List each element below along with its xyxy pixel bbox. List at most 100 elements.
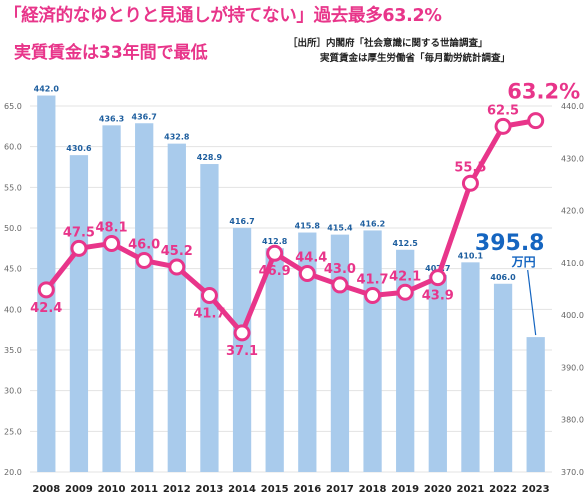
wage-bar-2018: [363, 230, 382, 472]
x-tick-label: 2018: [359, 484, 387, 495]
x-tick-label: 2011: [130, 484, 158, 495]
survey-line-series: [37, 112, 545, 342]
x-tick-label: 2023: [522, 484, 550, 495]
x-tick-label: 2015: [261, 484, 289, 495]
survey-line-label: 45.2: [161, 244, 193, 259]
right-tick-label: 430.0: [561, 154, 584, 163]
wage-callout-leader: [527, 269, 537, 336]
wage-bars: [37, 95, 545, 473]
survey-line-label: 46.9: [259, 264, 291, 279]
survey-point-2009: [70, 239, 88, 257]
survey-point-2015: [266, 244, 284, 262]
survey-line-label: 43.0: [324, 262, 356, 277]
survey-point-2016: [298, 265, 316, 283]
x-tick-label: 2010: [98, 484, 126, 495]
wage-bar-label: 412.5: [393, 239, 419, 248]
survey-line-label: 48.1: [96, 220, 128, 235]
source-note: ［出所］内閣府「社会意識に関する世論調査」 実質賃金は厚生労働省「毎月勤労統計調…: [288, 36, 510, 66]
survey-line-labels: 42.4 47.5 48.146.0 45.2 41.7 37.1 46.9 44.443.0…: [30, 80, 580, 359]
x-axis-ticks: 2008 2009 2010 2011 2012 2013 2014 2015 2016 2017…: [32, 484, 549, 495]
wage-bar-2017: [330, 234, 350, 472]
survey-point-2020: [429, 269, 447, 287]
x-tick-label: 2008: [32, 484, 60, 495]
survey-line: [44, 118, 537, 336]
wage-bar-labels: 442.0 430.6 436.3 436.7 432.8 428.9 416.7 412.8…: [34, 85, 516, 282]
survey-point-2013: [200, 287, 218, 305]
right-tick-label: 440.0: [561, 102, 584, 111]
right-tick-label: 380.0: [561, 416, 584, 425]
wage-bar-2021: [461, 262, 480, 472]
left-tick-label: 65.0: [4, 102, 22, 111]
wage-bar-label: 415.8: [295, 222, 321, 231]
wage-callout-value: 395.8: [475, 231, 545, 256]
survey-line-label: 46.0: [128, 238, 160, 253]
left-tick-label: 20.0: [4, 468, 22, 477]
wage-bar-2011: [135, 123, 154, 473]
wage-bar-2023: [526, 337, 545, 472]
wage-bar-2009: [69, 155, 89, 473]
survey-point-2022: [494, 117, 512, 135]
right-tick-label: 400.0: [561, 311, 584, 320]
wage-bar-label: 412.8: [262, 237, 288, 246]
survey-point-2017: [331, 276, 349, 294]
wage-bar-2010: [102, 125, 121, 473]
x-tick-label: 2021: [457, 484, 485, 495]
right-tick-label: 420.0: [561, 207, 584, 216]
callouts: 395.8万円: [475, 231, 545, 336]
survey-line-label: 44.4: [295, 251, 327, 266]
wage-bar-2019: [396, 249, 415, 472]
left-tick-label: 45.0: [4, 265, 22, 274]
survey-line-label: 37.1: [226, 344, 258, 359]
survey-line-label: 55.5: [454, 160, 486, 175]
wage-bar-label: 430.6: [66, 144, 92, 153]
survey-point-2019: [396, 283, 414, 301]
x-tick-label: 2016: [293, 484, 321, 495]
survey-line-label-last: 63.2%: [507, 80, 580, 104]
left-axis-ticks: 20.0 25.0 30.0 35.0 40.0 45.0 50.0 55.0 60.0 65.0: [4, 102, 22, 477]
survey-point-2014: [233, 324, 251, 342]
chart-subtitle: 実質賃金は33年間で最低: [14, 43, 208, 63]
source-line-1: ［出所］内閣府「社会意識に関する世論調査」: [288, 38, 488, 49]
chart-title: 「経済的なゆとりと見通しが持てない」過去最多63.2%: [4, 6, 442, 26]
wage-bar-2012: [167, 143, 186, 472]
x-tick-label: 2019: [391, 484, 419, 495]
wage-bar-label: 436.3: [99, 114, 124, 123]
wage-bar-label: 415.4: [327, 224, 353, 233]
wage-bar-label: 406.0: [490, 273, 516, 282]
right-tick-label: 370.0: [561, 468, 584, 477]
x-tick-label: 2014: [228, 484, 256, 495]
left-tick-label: 40.0: [4, 305, 22, 314]
source-line-2: 実質賃金は厚生労働省「毎月勤労統計調査」: [320, 53, 511, 64]
wage-bar-label: 416.2: [360, 219, 385, 228]
wage-bar-label: 432.8: [164, 133, 190, 142]
right-tick-label: 390.0: [561, 363, 584, 372]
x-tick-label: 2017: [326, 484, 354, 495]
right-tick-label: 410.0: [561, 259, 584, 268]
wage-bar-label: 436.7: [132, 112, 157, 121]
survey-point-2010: [103, 234, 121, 252]
x-tick-label: 2013: [196, 484, 224, 495]
wage-bar-label: 442.0: [34, 85, 60, 94]
wage-bar-2016: [298, 232, 317, 472]
survey-line-label: 41.7: [193, 307, 225, 322]
survey-line-label: 42.1: [389, 269, 421, 284]
wage-bar-label: 410.1: [458, 251, 484, 260]
wage-bar-label: 407.7: [425, 264, 450, 273]
left-tick-label: 50.0: [4, 224, 22, 233]
wage-bar-2022: [493, 283, 513, 472]
survey-point-2018: [364, 287, 382, 305]
wage-bar-2013: [200, 164, 219, 472]
survey-point-2008: [37, 281, 55, 299]
x-tick-label: 2022: [489, 484, 517, 495]
x-tick-label: 2012: [163, 484, 191, 495]
survey-point-2023: [527, 112, 545, 130]
survey-line-label: 62.5: [487, 103, 519, 118]
left-tick-label: 30.0: [4, 387, 22, 396]
x-tick-label: 2009: [65, 484, 93, 495]
left-tick-label: 25.0: [4, 427, 22, 436]
x-tick-label: 2020: [424, 484, 452, 495]
wage-bar-label: 416.7: [229, 217, 254, 226]
left-tick-label: 35.0: [4, 346, 22, 355]
survey-point-2021: [461, 174, 479, 192]
